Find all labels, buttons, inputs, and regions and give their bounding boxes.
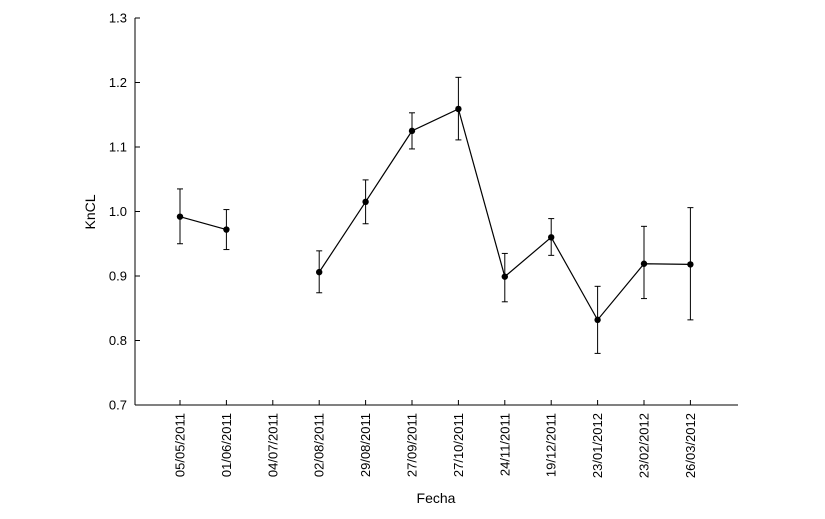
- data-point: [362, 198, 369, 206]
- y-tick-label: 1.1: [109, 140, 127, 155]
- data-point: [640, 260, 648, 267]
- data-points: [176, 105, 694, 324]
- x-tick-label: 04/07/2011: [265, 413, 280, 477]
- x-tick-label: 19/12/2011: [544, 413, 559, 477]
- data-point: [548, 234, 555, 241]
- data-point: [501, 273, 508, 280]
- series-line-segment: [179, 216, 227, 231]
- y-ticks: 0.7 0.8 0.9 1.0 1.1 1.2 1.3: [109, 11, 140, 413]
- data-point: [408, 127, 416, 135]
- y-axis-title: KnCL: [82, 194, 98, 229]
- x-tick-label: 02/08/2011: [312, 413, 327, 477]
- error-bars: [177, 76, 694, 354]
- x-tick-label: 29/08/2011: [358, 413, 373, 477]
- data-point: [316, 268, 323, 276]
- y-tick-label: 1.3: [109, 11, 127, 26]
- y-tick-label: 1.0: [109, 204, 127, 219]
- y-tick-label: 0.7: [109, 398, 127, 413]
- x-tick-label: 27/10/2011: [451, 413, 466, 477]
- x-tick-label: 23/01/2012: [590, 413, 605, 478]
- x-tick-label: 27/09/2011: [405, 413, 420, 477]
- x-tick-label: 05/05/2011: [173, 413, 188, 477]
- series-lines: [179, 108, 691, 321]
- x-axis-title: Fecha: [417, 490, 456, 506]
- x-ticks: 05/05/2011 01/06/2011 04/07/2011 02/08/2011…: [173, 400, 698, 478]
- data-point: [594, 316, 601, 324]
- data-point: [176, 213, 184, 220]
- data-point: [687, 261, 694, 268]
- data-point: [455, 105, 462, 113]
- y-tick-label: 0.8: [109, 333, 127, 348]
- x-tick-label: 23/02/2012: [637, 413, 652, 478]
- x-tick-label: 24/11/2011: [497, 413, 512, 476]
- data-point: [223, 226, 230, 233]
- y-tick-label: 0.9: [109, 269, 127, 284]
- x-tick-label: 01/06/2011: [219, 413, 234, 477]
- axes: [134, 18, 738, 406]
- x-tick-label: 26/03/2012: [683, 413, 698, 478]
- y-tick-label: 1.2: [109, 75, 127, 90]
